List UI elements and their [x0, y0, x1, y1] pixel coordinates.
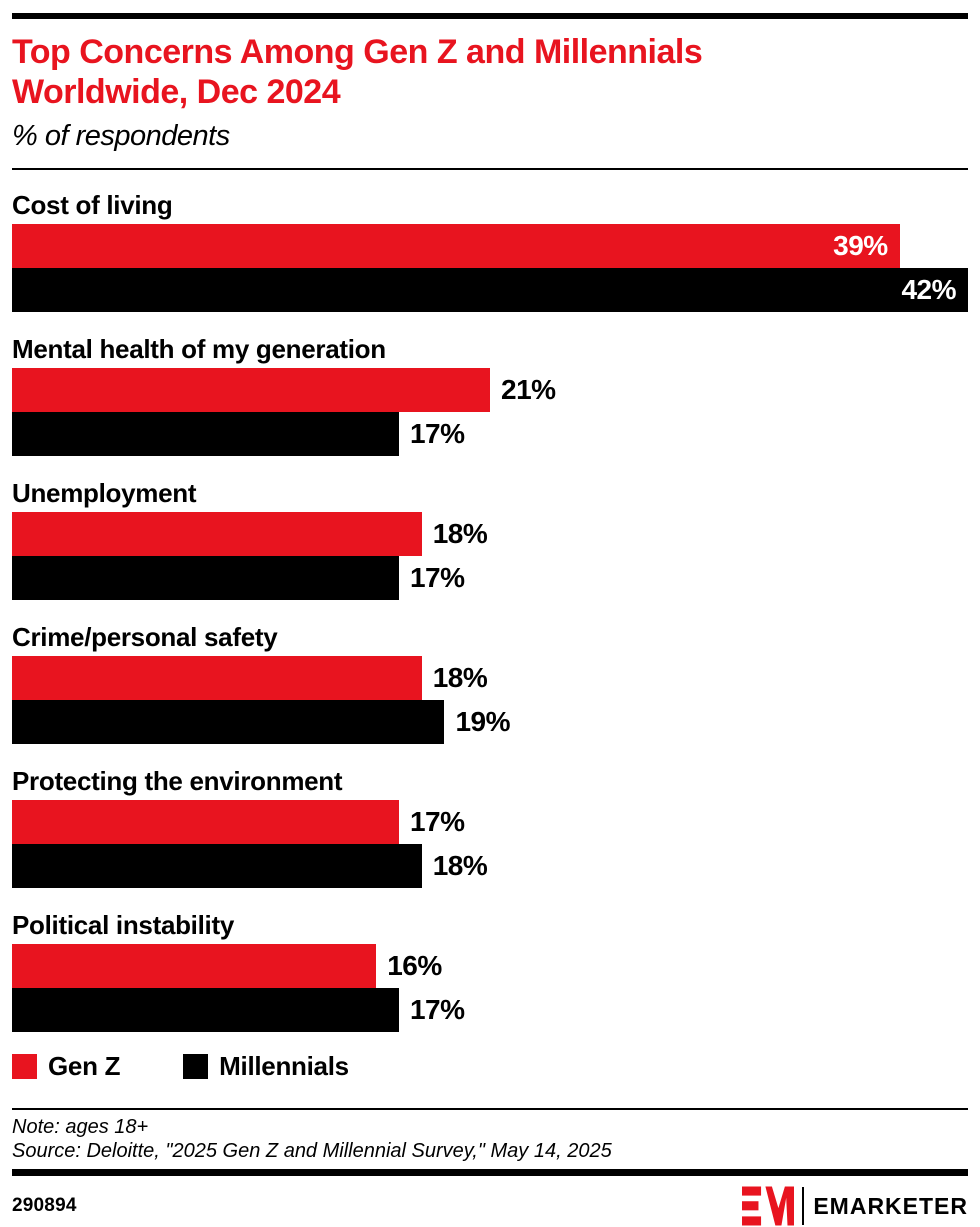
value-label: 17%	[409, 418, 465, 449]
legend-item: Millennials	[183, 1051, 349, 1082]
chart-section: Political instability 16% 17%	[12, 911, 968, 1032]
bar-row: 39%	[12, 224, 968, 268]
value-label: 18%	[432, 518, 488, 549]
category-label: Protecting the environment	[12, 766, 343, 796]
bar-row: 18%	[12, 844, 968, 888]
data-bar	[12, 944, 377, 988]
data-bar	[12, 556, 399, 600]
bar-row: 18%	[12, 656, 968, 700]
data-bar	[12, 700, 445, 744]
value-label: 17%	[409, 562, 465, 593]
source-line: Source: Deloitte, "2025 Gen Z and Millen…	[12, 1140, 612, 1162]
category-label: Cost of living	[12, 190, 173, 220]
chart-section: Cost of living 39% 42%	[12, 191, 968, 312]
brand-name: EMARKETER	[813, 1192, 968, 1219]
notes-divider	[12, 1108, 968, 1110]
footer: 290894 EMARKETER	[12, 1185, 968, 1227]
chart-section: Protecting the environment 17% 18%	[12, 767, 968, 888]
bar-chart: Cost of living 39% 42% Mental health of my …	[12, 191, 968, 1032]
top-divider	[12, 13, 968, 19]
bar-row: 19%	[12, 700, 968, 744]
chart-section: Mental health of my generation 21% 17%	[12, 335, 968, 456]
legend-label: Gen Z	[48, 1050, 121, 1081]
bar-row: 17%	[12, 412, 968, 456]
legend-swatch-icon	[183, 1053, 209, 1079]
category-label: Mental health of my generation	[12, 334, 386, 364]
data-bar	[12, 800, 399, 844]
value-label: 17%	[409, 806, 465, 837]
legend-swatch-icon	[12, 1053, 37, 1079]
data-bar	[12, 512, 422, 556]
bar-row: 42%	[12, 268, 968, 312]
em-monogram-icon	[742, 1186, 795, 1226]
bar-row: 18%	[12, 512, 968, 556]
data-bar: 42%	[12, 268, 968, 312]
chart-legend: Gen Z Millennials	[12, 1051, 968, 1082]
value-label: 39%	[833, 230, 888, 261]
header-divider	[12, 168, 968, 170]
note-line: Note: ages 18+	[12, 1116, 149, 1138]
data-bar	[12, 412, 399, 456]
data-bar	[12, 368, 490, 412]
bar-row: 17%	[12, 556, 968, 600]
value-label: 21%	[501, 374, 556, 405]
data-bar: 39%	[12, 224, 900, 268]
emarketer-logo: EMARKETER	[742, 1186, 968, 1226]
category-label: Crime/personal safety	[12, 622, 278, 652]
value-label: 18%	[432, 662, 488, 693]
data-bar	[12, 844, 422, 888]
bar-row: 21%	[12, 368, 968, 412]
page-title: Top Concerns Among Gen Z and Millennials…	[12, 33, 703, 111]
bar-row: 17%	[12, 988, 968, 1032]
value-label: 18%	[432, 850, 488, 881]
data-bar	[12, 988, 399, 1032]
value-label: 16%	[387, 950, 442, 981]
chart-section: Unemployment 18% 17%	[12, 479, 968, 600]
data-bar	[12, 656, 422, 700]
bar-row: 16%	[12, 944, 968, 988]
chart-id: 290894	[12, 1195, 77, 1216]
chart-subtitle: % of respondents	[12, 120, 230, 152]
value-label: 19%	[455, 706, 511, 737]
legend-item: Gen Z	[12, 1051, 120, 1082]
bar-row: 17%	[12, 800, 968, 844]
value-label: 17%	[409, 994, 465, 1025]
footer-divider	[12, 1169, 968, 1176]
legend-label: Millennials	[219, 1050, 349, 1081]
chart-section: Crime/personal safety 18% 19%	[12, 623, 968, 744]
value-label: 42%	[901, 274, 956, 305]
category-label: Political instability	[12, 910, 234, 940]
category-label: Unemployment	[12, 478, 197, 508]
chart-notes: Note: ages 18+ Source: Deloitte, "2025 G…	[12, 1115, 968, 1163]
logo-divider	[802, 1187, 805, 1225]
